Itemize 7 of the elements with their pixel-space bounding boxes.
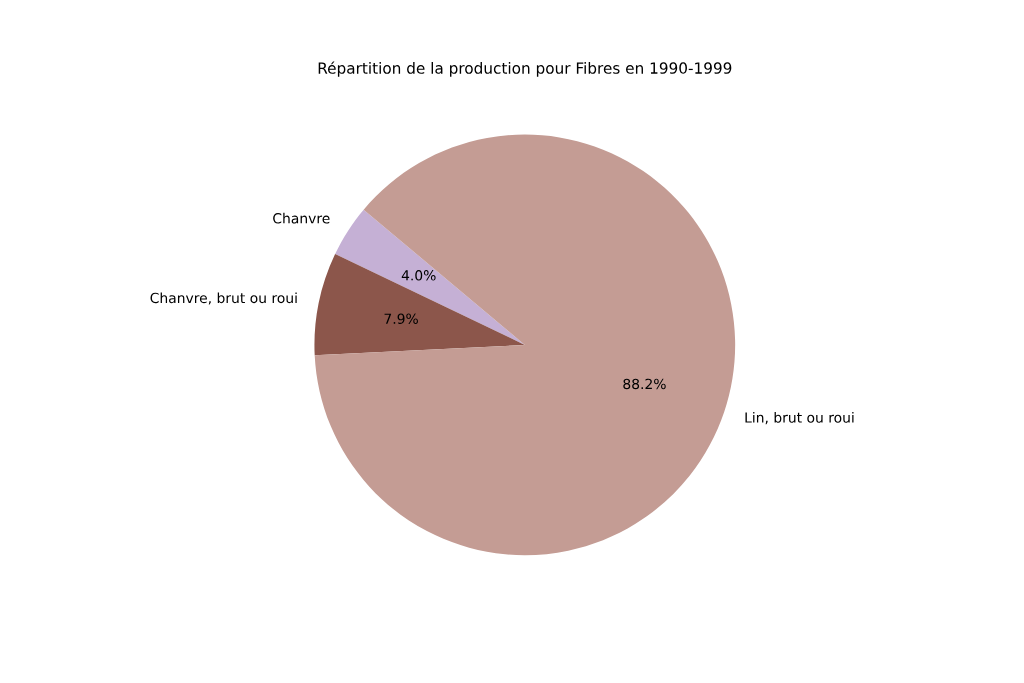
chart-title: Répartition de la production pour Fibres en 1990-1999	[318, 61, 732, 77]
slice-label: Chanvre	[273, 212, 330, 224]
data-label: 7.9%	[384, 313, 418, 324]
slice-label: Chanvre, brut ou roui	[150, 292, 297, 305]
data-label: 4.0%	[401, 270, 436, 281]
data-label: 88.2%	[623, 378, 666, 390]
slice-label: Lin, brut ou roui	[745, 412, 854, 425]
